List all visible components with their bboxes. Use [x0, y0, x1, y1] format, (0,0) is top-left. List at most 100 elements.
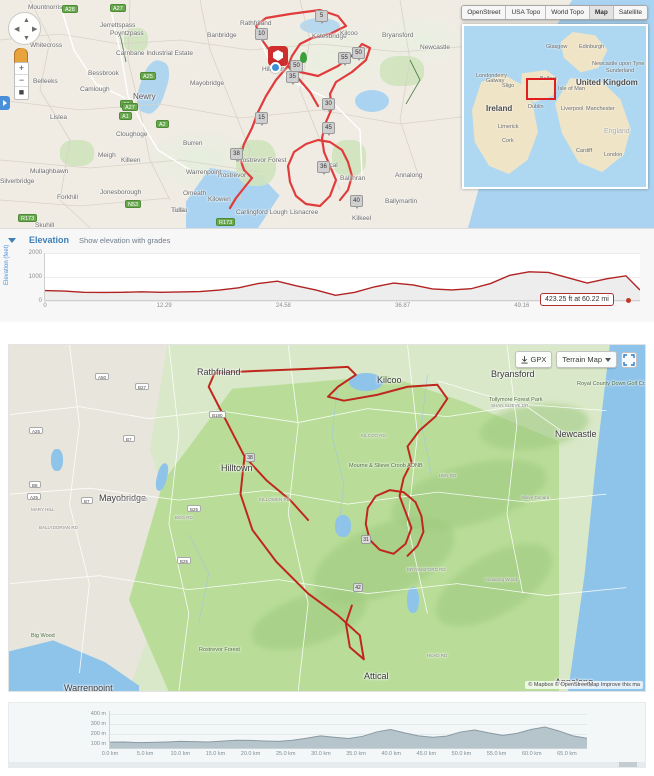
inset-city-label: Sligo	[502, 83, 515, 89]
map-place-label: Cloughoge	[116, 131, 148, 138]
inset-city-label: Newcastle upon Tyne	[592, 61, 645, 67]
y-axis-tick: 200 m	[90, 731, 106, 737]
map-place-label: Rostrevor	[218, 172, 247, 179]
basemap-tab-map[interactable]: Map	[589, 6, 614, 19]
bottom-map-place-label: SHAN SLIEVE DR	[491, 403, 529, 408]
inset-city-label: Galway	[486, 78, 505, 84]
pan-control[interactable]: ▲ ▼ ◀ ▶	[8, 12, 41, 45]
basemap-style-dropdown[interactable]: Terrain Map	[556, 351, 617, 368]
inset-city-label: Limerick	[498, 124, 519, 130]
map-place-label: Silverbridge	[0, 178, 35, 185]
basemap-tab-group[interactable]: OpenStreet USA Topo World Topo Map Satellite	[461, 5, 648, 20]
bottom-route-marker[interactable]: 42	[353, 583, 363, 592]
map-place-label: Rathfriland	[240, 20, 272, 27]
zoom-controls[interactable]: + − ■	[14, 62, 29, 100]
chart-scrollbar-thumb[interactable]	[619, 762, 637, 767]
map-attribution[interactable]: © Mapbox © OpenStreetMap Improve this ma	[525, 681, 643, 689]
highway-shield: R173	[18, 214, 38, 222]
pan-left-icon[interactable]: ◀	[14, 26, 20, 33]
highway-shield: A25	[140, 72, 156, 80]
inset-city-label: Londonderry	[476, 73, 507, 79]
x-axis-tick: 0.0 km	[101, 751, 119, 757]
x-axis-tick: 10.0 km	[170, 751, 191, 757]
show-grades-link[interactable]: Show elevation with grades	[79, 235, 171, 245]
elevation-hover-dot	[626, 298, 631, 303]
bottom-route-marker[interactable]: 38	[245, 453, 255, 462]
gridline	[110, 724, 587, 725]
x-axis-tick: 45.0 km	[416, 751, 437, 757]
x-axis-tick: 30.0 km	[311, 751, 331, 757]
y-axis-tick: 0	[38, 298, 42, 304]
chart-scrollbar-track[interactable]	[9, 762, 645, 767]
map-place-label: Ballymartin	[385, 198, 418, 205]
collapse-caret-icon[interactable]	[8, 237, 16, 243]
mile-marker[interactable]: 5	[315, 10, 328, 24]
zoom-out-button[interactable]: −	[15, 75, 28, 87]
overview-inset-map[interactable]: Ireland United Kingdom England Dublin Belfas…	[462, 24, 648, 189]
fullscreen-button[interactable]	[621, 351, 637, 368]
bottom-road-shield: B8	[29, 481, 41, 488]
bottom-map-controls[interactable]: GPX Terrain Map	[514, 351, 637, 368]
map-place-label: Lislea	[50, 114, 67, 121]
bottom-elevation-chart[interactable]: 100 m 200 m 300 m 400 m 0.0 km 5.0 km 10.0 km…	[8, 702, 646, 768]
bottom-map-place-label: Mourne & Slieve Croob AONB	[349, 463, 423, 469]
highway-shield: A2	[156, 120, 169, 128]
bottom-map-place-label: Kilcoo	[377, 375, 402, 385]
pan-up-icon[interactable]: ▲	[23, 17, 30, 24]
inset-viewport-box	[526, 78, 556, 100]
zoom-in-button[interactable]: +	[15, 63, 28, 75]
chevron-down-icon	[605, 357, 611, 362]
y-axis-tick: 100 m	[90, 741, 106, 747]
gridline	[45, 277, 640, 278]
basemap-tab-satellite[interactable]: Satellite	[613, 6, 647, 19]
bottom-map-section: Rathfriland Kilcoo Bryansford Newcastle Hill…	[0, 330, 654, 776]
route-end-marker[interactable]	[300, 52, 307, 63]
mile-marker[interactable]: 40	[350, 195, 363, 209]
map-place-label: Whitecross	[30, 42, 63, 49]
bottom-map-place-label: Rathfriland	[197, 367, 241, 377]
gpx-download-button[interactable]: GPX	[514, 351, 553, 368]
bottom-map-place-label: Big Wood	[31, 633, 55, 639]
mile-marker[interactable]: 10	[255, 28, 268, 42]
forest-area-3	[380, 56, 424, 86]
pan-right-icon[interactable]: ▶	[32, 26, 38, 33]
inset-city-label: Isle of Man	[558, 86, 585, 92]
basemap-tab-usa-topo[interactable]: USA Topo	[506, 6, 547, 19]
bottom-map-place-label: KILLOWEN RD	[259, 497, 291, 502]
map-place-label: Burren	[183, 140, 203, 147]
highway-shield: A27	[110, 4, 126, 12]
map-place-label: Rostrevor Forest	[238, 157, 287, 164]
bottom-road-shield: A50	[95, 373, 110, 380]
map-place-label: Mullaghbawn	[30, 168, 69, 175]
bottom-lake-4	[51, 449, 63, 471]
mile-marker[interactable]: 36	[317, 161, 330, 175]
mile-marker[interactable]: 55	[338, 52, 351, 66]
mile-marker[interactable]: 50	[352, 47, 365, 61]
map-place-label: Killeen	[121, 157, 141, 164]
bottom-map-vectors	[9, 345, 627, 691]
zoom-reset-button[interactable]: ■	[18, 87, 25, 97]
sidebar-expand-handle[interactable]	[0, 96, 10, 110]
bottom-map-canvas[interactable]: Rathfriland Kilcoo Bryansford Newcastle Hill…	[8, 344, 646, 692]
bottom-road-shield: B7	[123, 435, 135, 442]
x-axis-tick: 15.0 km	[205, 751, 226, 757]
mile-marker[interactable]: 35	[286, 71, 299, 85]
map-place-label: Kilkeel	[352, 215, 372, 222]
pan-down-icon[interactable]: ▼	[23, 35, 30, 42]
map-place-label: Banbridge	[207, 32, 237, 39]
bottom-route-marker[interactable]: 31	[361, 535, 371, 544]
top-map-canvas[interactable]: Mountnorris Poyntzpass Jerrettspass Whitecr…	[0, 0, 654, 228]
mile-marker[interactable]: 38	[230, 148, 243, 162]
highway-shield: A1	[119, 112, 132, 120]
map-place-label: Bessbrook	[88, 70, 119, 77]
y-axis-tick: 2000	[28, 250, 42, 256]
bottom-map-place-label: HEAD RD	[427, 653, 448, 658]
mile-marker[interactable]: 30	[322, 98, 335, 112]
current-position-dot[interactable]	[270, 62, 281, 73]
basemap-tab-openstreet[interactable]: OpenStreet	[462, 6, 507, 19]
mile-marker[interactable]: 15	[255, 112, 268, 126]
map-place-label: Katesbridge	[312, 33, 347, 40]
basemap-tab-world-topo[interactable]: World Topo	[546, 6, 590, 19]
map-place-label: Jonesborough	[100, 189, 142, 196]
mile-marker[interactable]: 45	[322, 122, 335, 136]
